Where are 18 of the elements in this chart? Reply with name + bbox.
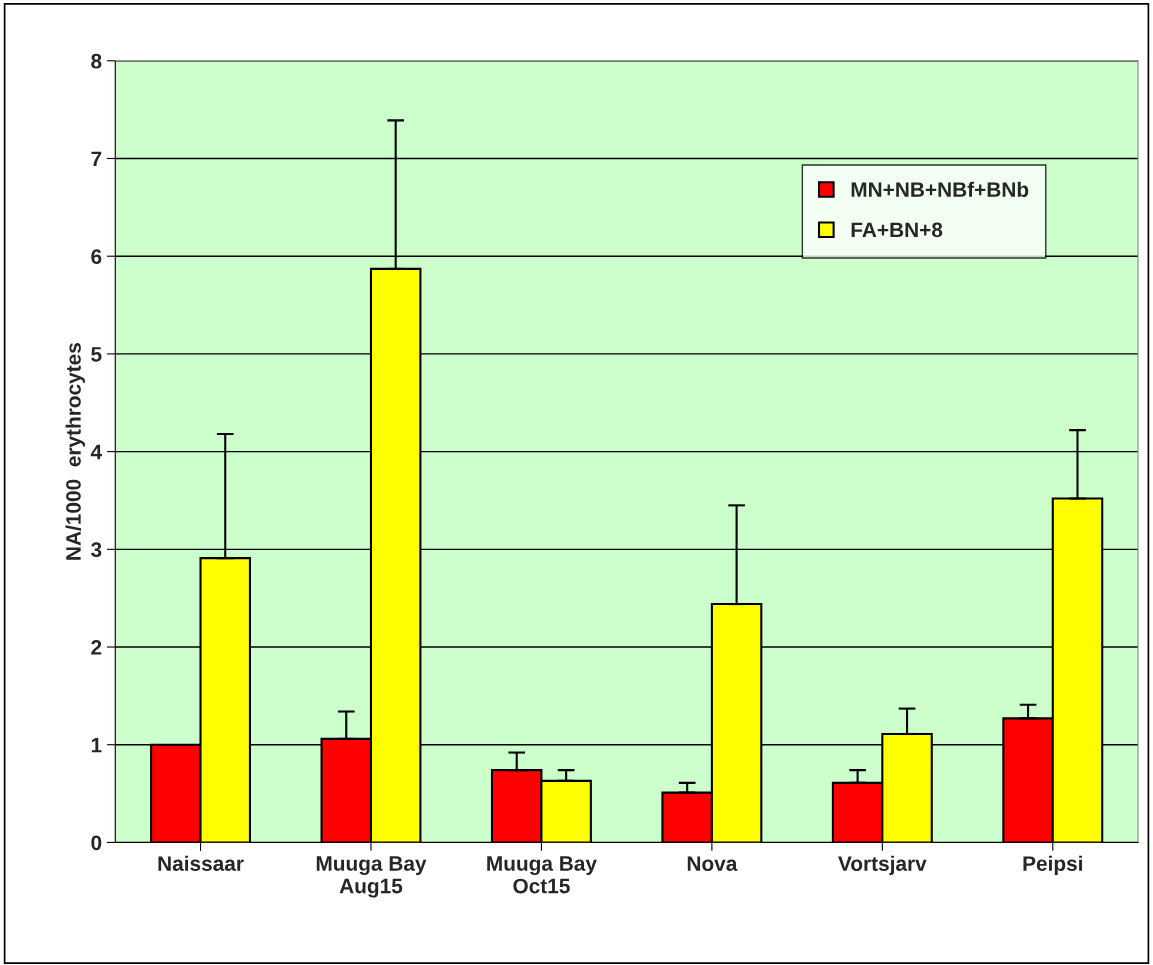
y-tick-label: 7 — [91, 151, 102, 167]
y-tick-label: 3 — [91, 542, 102, 558]
y-tick-label: 2 — [91, 640, 102, 655]
y-tick-label: 0 — [91, 835, 102, 851]
y-tick-label: 4 — [90, 444, 102, 460]
x-tick-label: Nova — [687, 856, 738, 871]
legend-label: MN+NB+NBf+BNb — [851, 181, 1029, 197]
y-tick-label: 6 — [91, 249, 102, 264]
y-axis-title: NA/1000 erythrocytes — [65, 343, 85, 560]
y-tick-label: 1 — [91, 737, 102, 753]
x-tick-label: Muuga Bay Oct15 — [487, 856, 597, 894]
x-tick-label: Naissaar — [158, 855, 244, 871]
x-tick-label: Vortsjarv — [838, 855, 927, 876]
x-tick-label: Peipsi — [1023, 855, 1082, 876]
y-tick-label: 8 — [91, 53, 102, 69]
x-tick-label: Muuga Bay Aug15 — [316, 856, 427, 898]
y-tick-label: 5 — [91, 347, 102, 362]
legend-label: FA+BN+8 — [851, 222, 943, 238]
